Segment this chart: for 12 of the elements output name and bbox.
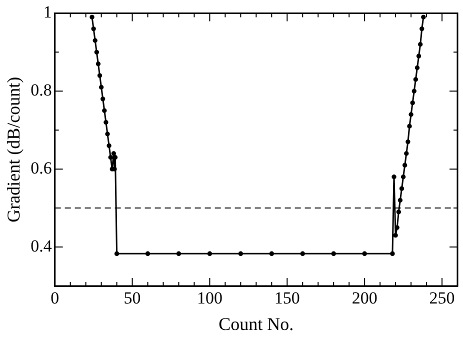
y-tick-label: 0.6 — [30, 158, 52, 178]
y-tick-label: 1 — [43, 2, 52, 22]
x-tick-label: 100 — [196, 288, 222, 308]
x-tick-label: 150 — [274, 288, 300, 308]
x-tick-label: 250 — [429, 288, 455, 308]
x-tick-label: 0 — [50, 288, 60, 308]
y-axis-title: Gradient (dB/count) — [4, 76, 24, 222]
x-tick-label: 200 — [352, 288, 378, 308]
y-tick-label: 0.8 — [30, 80, 52, 100]
y-tick-label: 0.4 — [30, 236, 52, 256]
x-tick-label: 50 — [124, 288, 141, 308]
x-axis-title: Count No. — [218, 314, 294, 334]
